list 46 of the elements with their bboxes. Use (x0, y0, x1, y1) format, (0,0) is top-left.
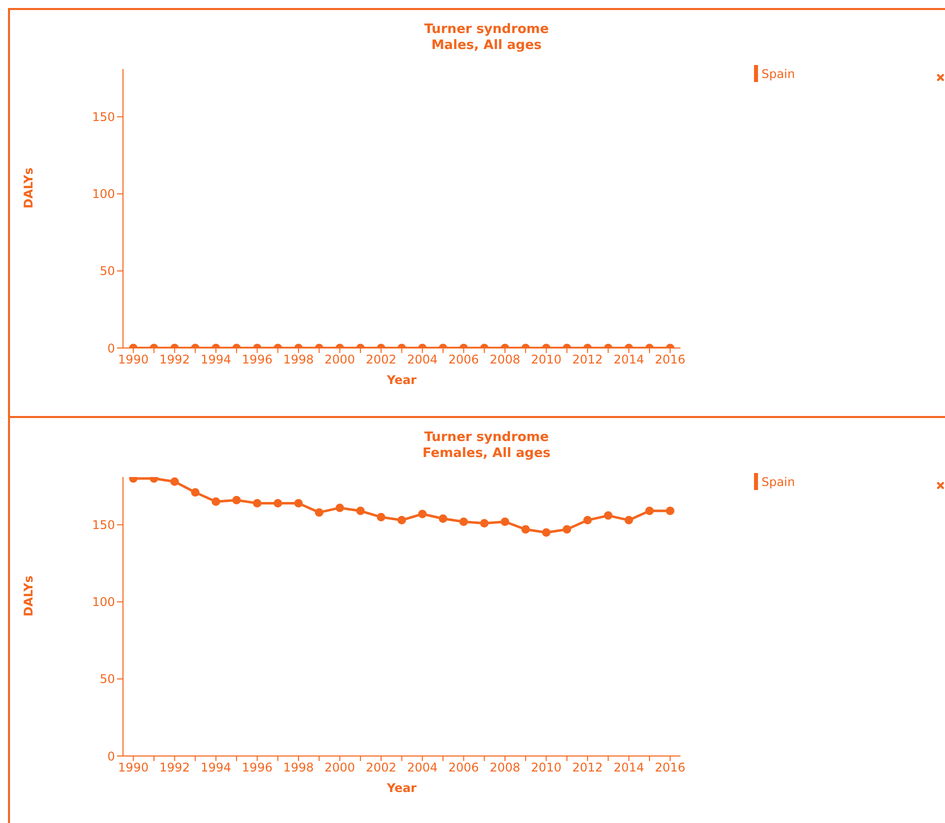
x-tick-label: 2008 (490, 352, 520, 367)
y-tick-label: 50 (100, 264, 115, 278)
x-tick-label: 1992 (159, 760, 190, 775)
y-tick-label: 100 (92, 187, 115, 202)
x-tick-label: 2000 (324, 760, 356, 775)
x-tick-label: 1998 (283, 760, 314, 775)
y-axis-title: DALYs (21, 168, 36, 208)
x-tick-label: 2010 (530, 352, 562, 367)
x-tick-label: 2002 (366, 352, 396, 367)
y-tick-label: 50 (100, 672, 115, 686)
legend-label: Spain (761, 66, 795, 80)
y-tick-label: 0 (107, 749, 115, 764)
x-tick-label: 2004 (407, 352, 438, 367)
x-tick-label: 1994 (200, 760, 232, 775)
x-tick-label: 2008 (490, 760, 520, 775)
y-tick-label: 150 (92, 110, 115, 124)
x-tick-label: 2014 (614, 760, 644, 775)
x-tick-label: 2016 (654, 760, 686, 775)
x-tick-label: 2006 (448, 760, 479, 775)
legend-label: Spain (761, 474, 795, 488)
x-tick-label: 2016 (654, 352, 686, 367)
x-tick-label: 1990 (118, 760, 149, 775)
x-tick-label: 2012 (572, 352, 603, 367)
y-axis-title: DALYs (21, 576, 36, 616)
y-tick-label: 100 (92, 595, 115, 610)
x-tick-label: 1992 (159, 352, 190, 367)
x-tick-label: 2014 (614, 352, 644, 367)
x-tick-label: 1996 (242, 352, 272, 367)
y-tick-label: 0 (107, 341, 115, 356)
x-tick-label: 2002 (366, 760, 396, 775)
x-tick-label: 2006 (448, 352, 479, 367)
x-axis-title: Year (386, 373, 417, 387)
x-tick-label: 2012 (572, 760, 603, 775)
chart-title: Turner syndrome (423, 22, 550, 38)
x-tick-label: 1994 (200, 352, 232, 367)
x-tick-label: 1996 (242, 760, 272, 775)
chart-subtitle: Males, All ages (430, 38, 543, 54)
chart-title: Turner syndrome (423, 430, 550, 446)
x-tick-label: 1990 (118, 352, 149, 367)
x-tick-label: 2010 (530, 760, 562, 775)
x-axis-title: Year (386, 781, 417, 795)
x-tick-label: 2004 (407, 760, 438, 775)
x-tick-label: 1998 (283, 352, 314, 367)
x-tick-label: 2000 (324, 352, 356, 367)
chart-subtitle: Females, All ages (421, 446, 552, 462)
y-tick-label: 150 (92, 518, 115, 532)
